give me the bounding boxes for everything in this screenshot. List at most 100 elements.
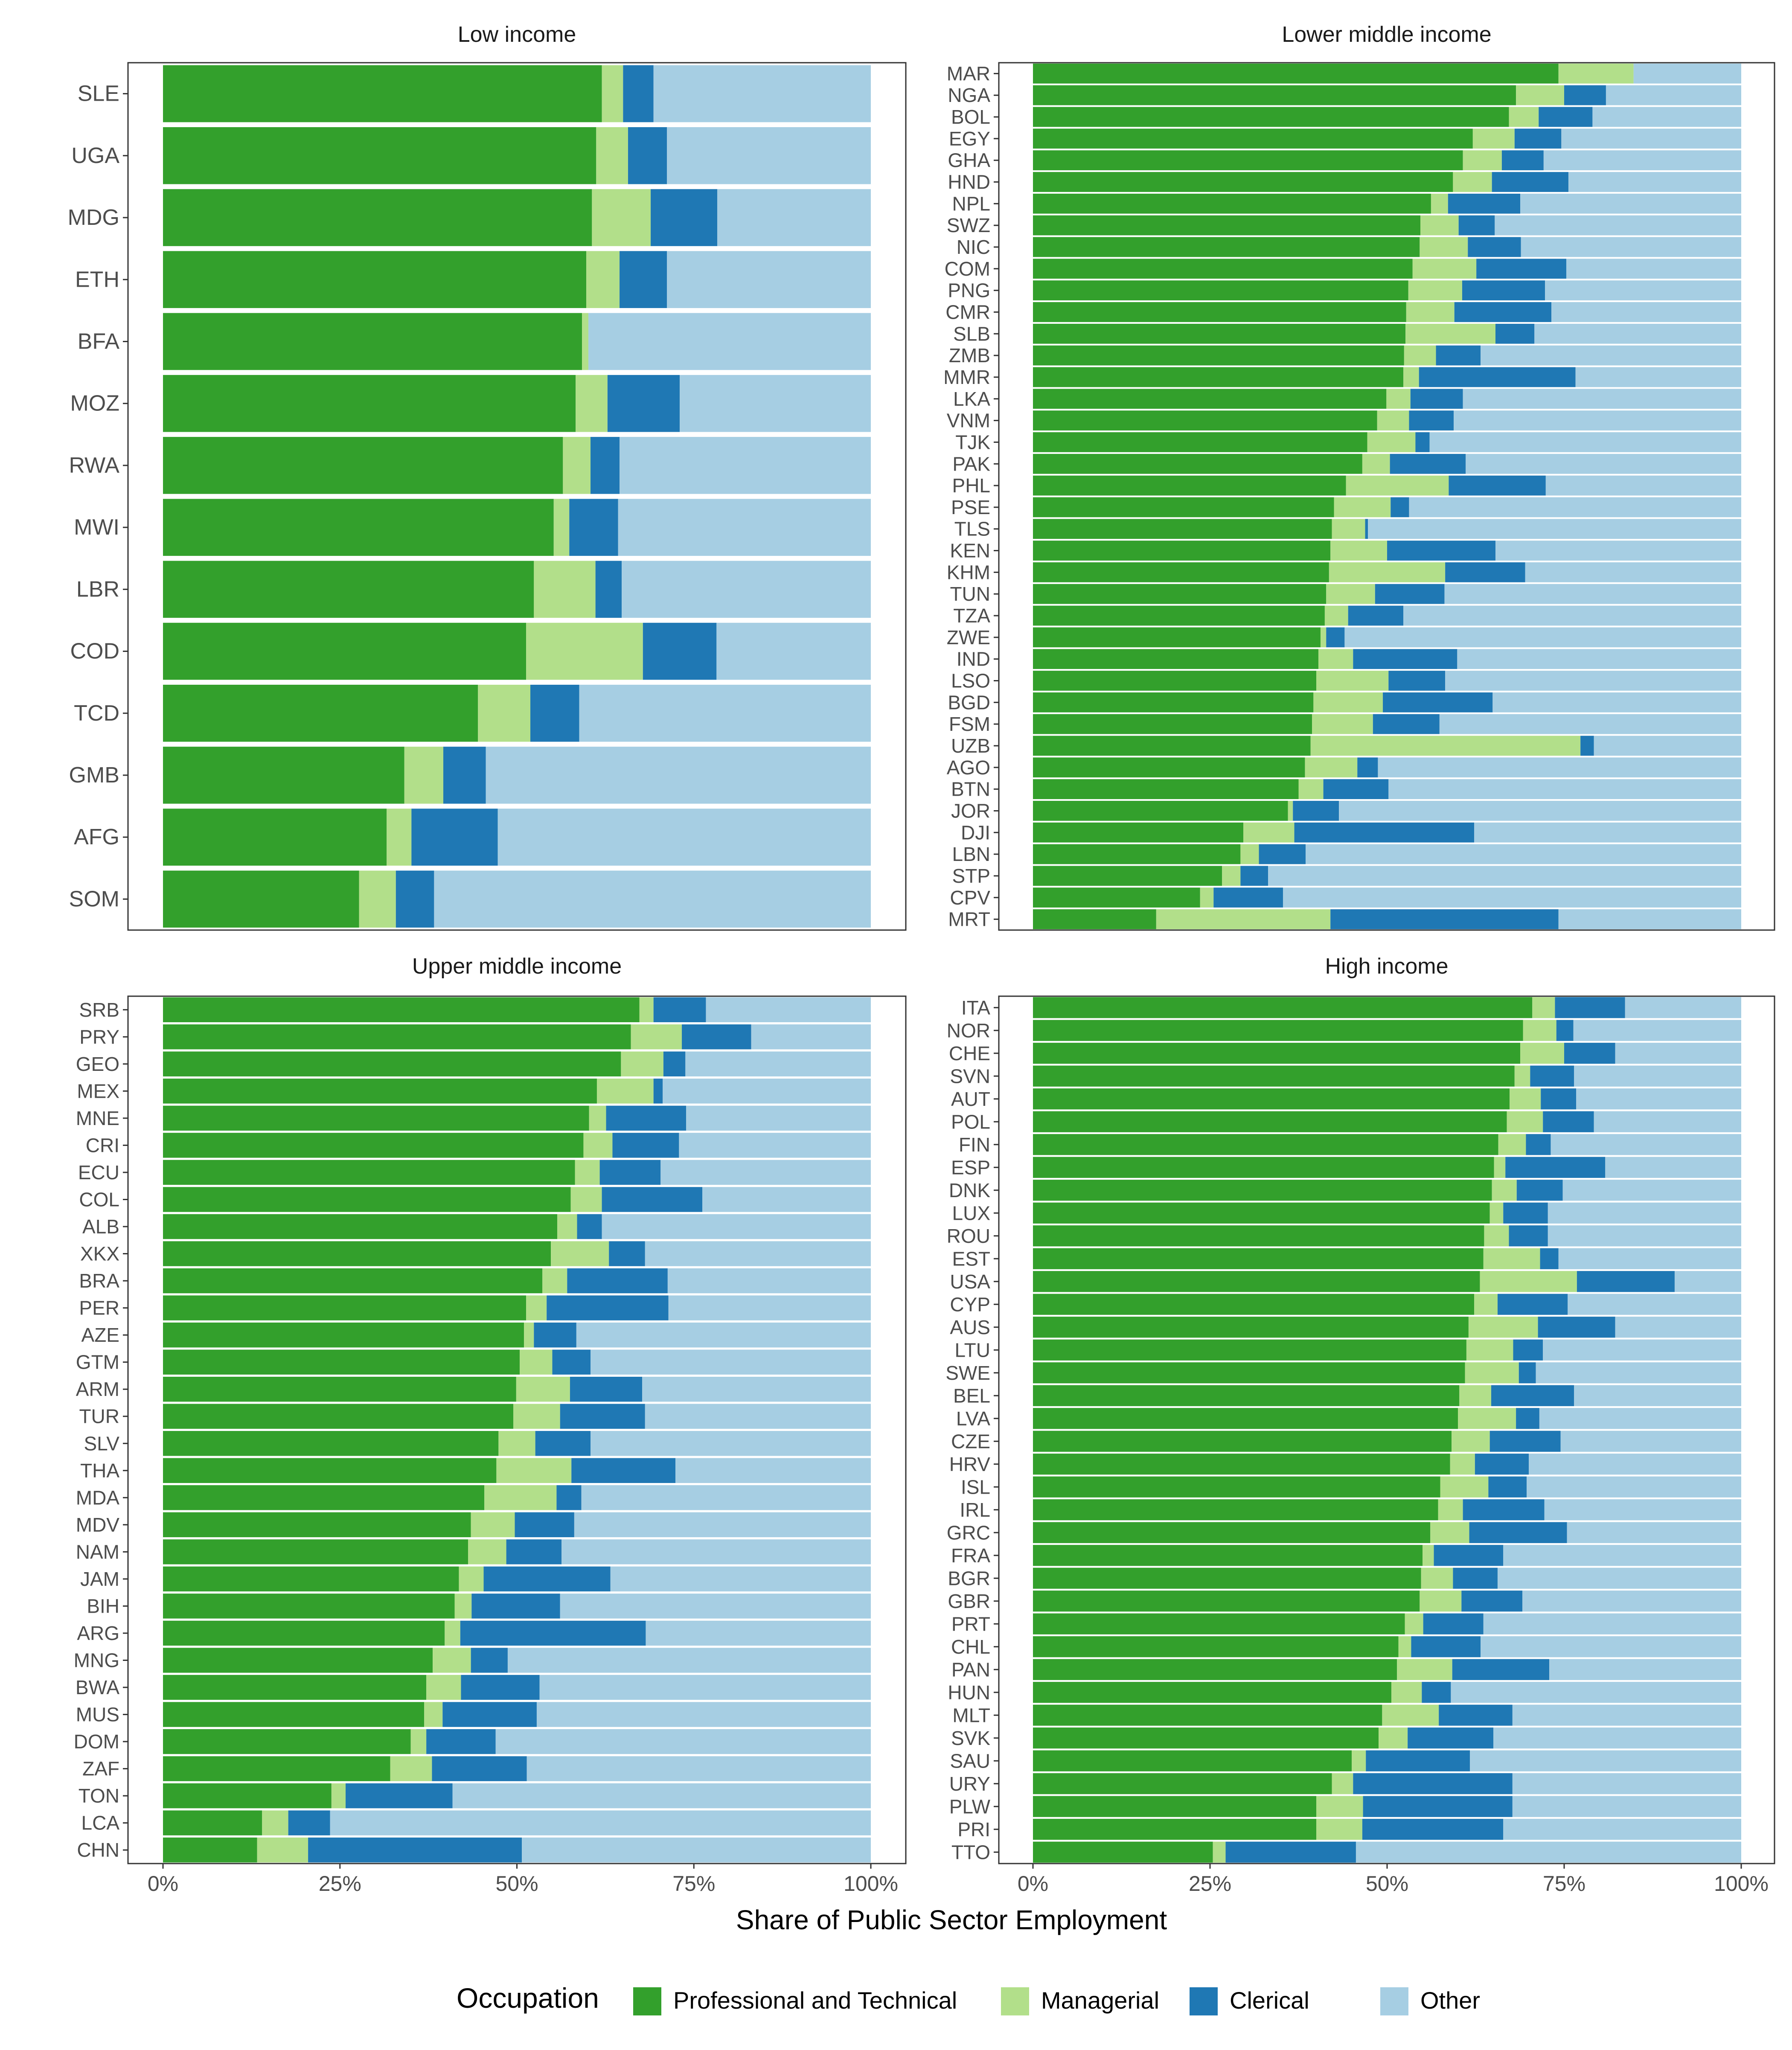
bar-segment-clerical (1439, 1704, 1513, 1726)
bar-segment-managerial (1474, 1294, 1498, 1315)
y-tick-label: CHE (949, 1042, 990, 1064)
bar-segment-clerical (609, 1241, 645, 1266)
bar-segment-professional-and-technical (1033, 997, 1533, 1018)
bar-segment-clerical (1390, 454, 1466, 474)
bar-segment-other (1409, 497, 1741, 518)
legend: Occupation Professional and Technical Mana… (457, 1982, 1480, 2015)
bar-segment-clerical (1363, 1796, 1513, 1817)
legend-item-other: Other (1380, 1987, 1480, 2015)
panel-title: Lower middle income (1282, 22, 1491, 47)
bar-segment-professional-and-technical (1033, 692, 1314, 712)
y-tick-label: ECU (78, 1161, 119, 1183)
bar-segment-other (1545, 475, 1741, 496)
bar-row-sle (163, 65, 871, 122)
bar-segment-clerical (552, 1349, 591, 1375)
panel-border (998, 62, 1775, 931)
bar-segment-clerical (1489, 1431, 1561, 1452)
y-tick-label: XKX (80, 1243, 119, 1265)
bar-segment-managerial (484, 1485, 557, 1510)
y-tick-label: USA (950, 1271, 990, 1293)
bar-segment-managerial (1243, 822, 1295, 843)
x-tick-label: 100% (1714, 1872, 1769, 1896)
bar-row-mdg (163, 189, 871, 246)
bar-segment-other (561, 1539, 871, 1564)
bar-row-lbr (163, 561, 871, 618)
bar-segment-clerical (1516, 1408, 1539, 1429)
bar-row-svk (1033, 1727, 1741, 1749)
bar-segment-other (716, 622, 871, 680)
bar-row-dnk (1033, 1180, 1741, 1201)
bar-segment-other (1474, 822, 1741, 843)
x-axis-title: Share of Public Sector Employment (736, 1905, 1167, 1935)
bar-segment-professional-and-technical (1033, 801, 1288, 821)
bar-segment-clerical (569, 499, 618, 556)
bar-segment-other (536, 1702, 871, 1727)
bar-segment-managerial (1494, 1157, 1506, 1178)
bar-segment-clerical (471, 1648, 508, 1673)
y-tick-label: PAN (951, 1658, 990, 1681)
bar-row-bra (163, 1268, 871, 1294)
bar-row-cmr (1033, 302, 1741, 322)
y-tick-label: STP (952, 865, 990, 887)
y-tick-label: GRC (947, 1521, 990, 1544)
bar-segment-managerial (524, 1322, 534, 1348)
bar-segment-clerical (1468, 237, 1521, 257)
bar-segment-clerical (1556, 1020, 1574, 1041)
bar-segment-professional-and-technical (1033, 150, 1463, 171)
bar-segment-managerial (1318, 649, 1353, 669)
legend-label: Professional and Technical (673, 1987, 957, 2014)
bar-segment-clerical (1564, 85, 1606, 105)
legend-label: Managerial (1041, 1987, 1159, 2014)
bar-segment-clerical (1411, 1636, 1481, 1657)
panel-title: Upper middle income (412, 954, 622, 979)
bar-segment-professional-and-technical (1033, 844, 1241, 864)
bar-segment-clerical (530, 684, 579, 742)
bar-segment-managerial (1398, 1636, 1411, 1657)
bar-segment-other (1463, 389, 1741, 409)
y-tick-label: CMR (945, 301, 990, 323)
bar-segment-other (1439, 714, 1741, 734)
bar-segment-managerial (410, 1729, 427, 1754)
bar-segment-clerical (442, 1702, 537, 1727)
bar-segment-other (1503, 1545, 1741, 1566)
bar-segment-managerial (1453, 172, 1492, 192)
bar-segment-other (1548, 1225, 1741, 1247)
bar-segment-clerical (623, 65, 654, 122)
bar-segment-managerial (426, 1675, 461, 1700)
y-tick-label: HUN (948, 1681, 990, 1704)
bar-segment-clerical (515, 1512, 574, 1538)
bar-row-swz (1033, 215, 1741, 236)
y-tick-label: AGO (947, 756, 990, 779)
bar-segment-other (1615, 1043, 1741, 1064)
bar-row-tha (163, 1458, 871, 1483)
y-tick-label: BRA (79, 1270, 119, 1292)
bar-segment-professional-and-technical (1033, 1704, 1382, 1726)
bar-row-lka (1033, 389, 1741, 409)
y-tick-label: TON (79, 1785, 119, 1807)
y-tick-label: SLB (953, 323, 990, 345)
bar-segment-professional-and-technical (163, 1810, 262, 1835)
bar-segment-professional-and-technical (1033, 172, 1453, 192)
y-tick-label: UZB (951, 735, 990, 757)
bar-segment-professional-and-technical (1033, 323, 1406, 344)
bar-segment-managerial (1420, 1591, 1462, 1612)
bar-row-hrv (1033, 1454, 1741, 1475)
bar-segment-other (1592, 107, 1741, 127)
bar-segment-other (1568, 1294, 1741, 1315)
bar-segment-other (495, 1729, 871, 1754)
bar-row-sau (1033, 1750, 1741, 1771)
panel-border (127, 62, 907, 931)
y-tick-label: AZE (81, 1324, 119, 1346)
bar-segment-managerial (1408, 280, 1462, 301)
bar-segment-managerial (1430, 1522, 1469, 1543)
bar-segment-other (1466, 454, 1741, 474)
bar-row-pry (163, 1024, 871, 1050)
bar-segment-other (1344, 627, 1741, 648)
bar-segment-clerical (1415, 432, 1430, 452)
bar-row-aze (163, 1322, 871, 1348)
bar-segment-other (1560, 1431, 1741, 1452)
y-tick-label: VNM (947, 410, 990, 432)
bar-segment-clerical (1323, 779, 1389, 800)
bar-row-tcd (163, 684, 871, 742)
